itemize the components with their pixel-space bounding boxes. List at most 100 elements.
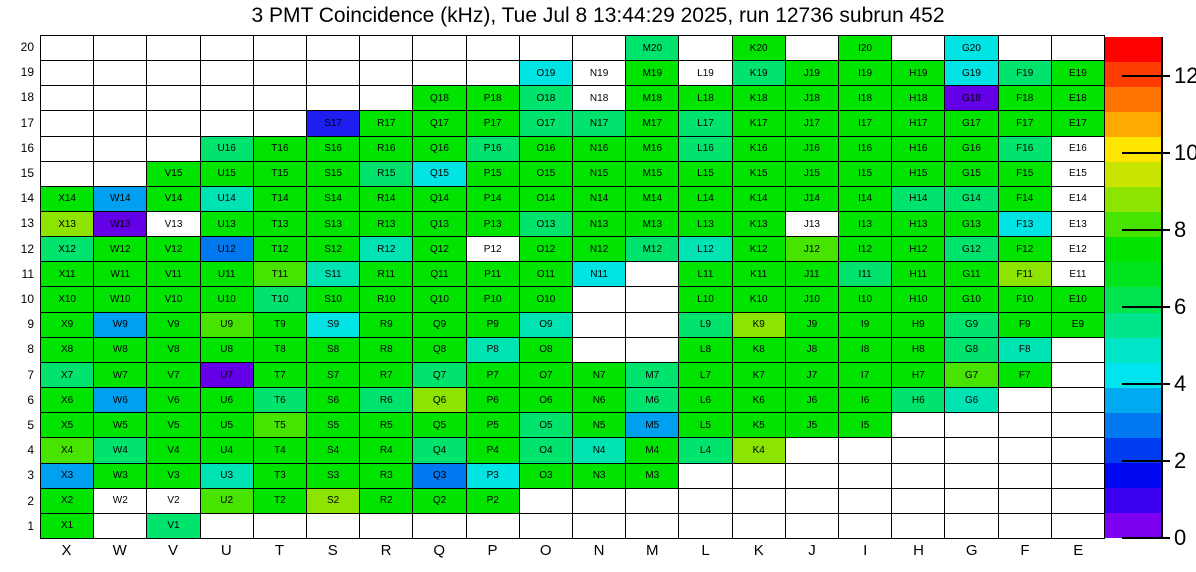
cell-label: T7 [274,369,286,381]
heatmap-cell-X15 [41,161,95,187]
cell-label: R7 [379,369,393,381]
cell-label: K8 [752,344,765,356]
heatmap-cell-P3: P3 [466,463,520,489]
heatmap-cell-M18: M18 [626,86,680,112]
cell-label: G8 [964,344,979,356]
heatmap-cell-Q17: Q17 [413,111,467,137]
heatmap-cell-P12: P12 [466,237,520,263]
heatmap-cell-P7: P7 [466,362,520,389]
cell-label: O15 [536,168,556,180]
cell-label: S11 [324,268,342,280]
heatmap-cell-E2 [1051,488,1105,514]
heatmap-cell-L12: L12 [679,237,733,263]
cell-label: W9 [112,319,128,331]
heatmap-cell-N16: N16 [573,136,627,162]
heatmap-cell-L3 [679,463,733,489]
heatmap-cell-F11: F11 [998,262,1052,288]
heatmap-cell-U3: U3 [200,463,254,489]
cell-label: M17 [642,118,663,130]
heatmap-cell-T16: T16 [253,136,307,162]
cell-label: V4 [167,444,180,456]
heatmap-cell-I7: I7 [839,362,893,389]
cell-label: U16 [217,143,236,155]
cell-label: M19 [642,67,663,79]
heatmap-cell-O2 [519,488,573,514]
heatmap-cell-K11: K11 [732,262,786,288]
heatmap-cell-K14: K14 [732,186,786,213]
cell-label: N16 [589,143,609,155]
heatmap-cell-H9: H9 [892,312,946,338]
heatmap-cell-N15: N15 [573,161,627,187]
heatmap-cell-L11: L11 [679,262,733,288]
cell-label: V6 [167,394,180,406]
heatmap-cell-S15: S15 [307,161,361,187]
heatmap-cell-R9: R9 [360,312,414,338]
cell-label: K16 [749,143,768,155]
heatmap-cell-M2 [626,488,680,514]
col-axis-label-Q: Q [433,542,446,559]
heatmap-cell-K4: K4 [732,438,786,464]
cell-label: V10 [164,294,183,306]
cell-label: L14 [697,193,714,205]
heatmap-cell-G6: G6 [945,388,999,414]
heatmap-cell-O7: O7 [519,362,573,389]
cell-label: X9 [60,319,74,331]
colorbar-tick-label-12: 12 [1174,62,1196,88]
colorbar-tick-label-6: 6 [1174,293,1187,319]
heatmap-cell-J10: J10 [785,287,839,313]
cell-label: E16 [1069,143,1087,155]
cell-label: R12 [377,243,396,255]
heatmap-cell-L6: L6 [679,388,733,414]
heatmap-cell-T4: T4 [253,438,307,464]
heatmap-cell-V8: V8 [147,337,201,363]
heatmap-cell-M17: M17 [626,111,680,137]
cell-label: S2 [326,495,340,507]
cell-label: F19 [1016,67,1034,79]
cell-label: H13 [909,218,928,230]
heatmap-cell-R18 [360,86,414,112]
heatmap-cell-S11: S11 [307,262,361,288]
heatmap-cell-Q3: Q3 [413,463,467,489]
cell-label: I6 [860,394,870,406]
heatmap-cell-I9: I9 [839,312,893,338]
cell-label: M12 [642,243,663,255]
row-axis-label-13: 13 [20,216,34,231]
heatmap-cell-O14: O14 [519,186,573,213]
heatmap-cell-P14: P14 [466,186,520,213]
cell-label: P6 [486,394,499,406]
heatmap-cell-M5: M5 [626,413,680,439]
heatmap-cell-K1 [732,513,786,539]
cell-label: N18 [589,92,609,104]
heatmap-cell-X12: X12 [41,237,95,263]
cell-label: L17 [697,118,714,130]
heatmap-cell-G19: G19 [945,61,999,87]
heatmap-cell-I20: I20 [839,36,893,62]
heatmap-cell-N2 [573,488,627,514]
heatmap-cell-H8: H8 [892,337,946,363]
cell-label: H8 [911,344,925,356]
heatmap-cell-F3 [998,463,1052,489]
cell-label: O10 [536,294,556,306]
heatmap-cell-W3: W3 [94,463,148,489]
cell-label: N11 [590,268,608,280]
cell-label: I15 [858,168,873,180]
heatmap-cell-X7: X7 [41,362,95,389]
cell-label: N12 [589,243,609,255]
heatmap-cell-K13: K13 [732,212,786,238]
cell-label: U9 [220,319,234,331]
cell-label: G13 [962,218,981,230]
heatmap-cell-V19 [147,61,201,87]
cell-label: R2 [379,495,393,507]
heatmap-cell-G15: G15 [945,161,999,187]
heatmap-cell-V15: V15 [147,161,201,187]
cell-label: M13 [642,218,663,230]
heatmap-cell-V6: V6 [147,388,201,414]
heatmap-cell-W4: W4 [94,438,148,464]
cell-label: X12 [58,243,76,255]
heatmap-cell-T15: T15 [253,161,307,187]
cell-label: H14 [909,193,928,205]
cell-label: E11 [1069,268,1087,280]
heatmap-cell-V7: V7 [147,362,201,389]
heatmap-cell-T12: T12 [253,237,307,263]
cell-label: J6 [806,394,818,406]
